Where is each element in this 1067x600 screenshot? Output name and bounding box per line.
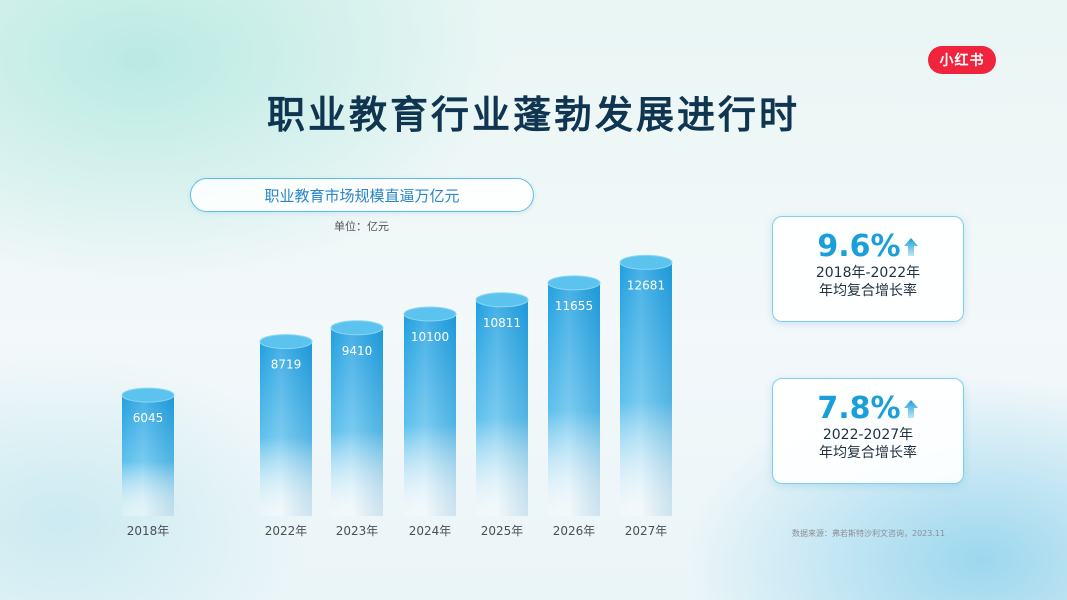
- stat-value: 7.8%: [817, 391, 901, 426]
- up-arrow-icon: [903, 237, 918, 256]
- stat-description: 年均复合增长率: [819, 445, 917, 461]
- data-label: 10811: [483, 316, 521, 330]
- x-tick-label: 2027年: [625, 524, 668, 538]
- x-tick-label: 2026年: [553, 524, 596, 538]
- bar-shading: [260, 341, 312, 516]
- brand-logo: 小红书: [928, 46, 996, 74]
- bar-chart: 6045 2018年 8719 2022年 9410 2023年 10100 2024年 108…: [121, 254, 673, 538]
- bar-cap: [619, 254, 673, 270]
- source-note: 数据来源：弗若斯特沙利文咨询，2023.11: [792, 529, 946, 538]
- bar-shading: [404, 314, 456, 516]
- bar-cap: [259, 334, 313, 350]
- x-tick-label: 2022年: [265, 524, 308, 538]
- stat-period: 2018年-2022年: [815, 265, 921, 281]
- data-label: 10100: [411, 330, 449, 344]
- stat-value: 9.6%: [817, 229, 901, 264]
- data-label: 12681: [627, 278, 665, 292]
- bar-cap: [330, 320, 384, 336]
- page-title: 职业教育行业蓬勃发展进行时: [266, 93, 800, 137]
- up-arrow-icon: [903, 399, 918, 418]
- bar-cap: [121, 387, 175, 403]
- bar-shading: [476, 299, 528, 516]
- chart-subtitle: 职业教育市场规模直逼万亿元: [190, 178, 534, 212]
- x-tick-label: 2024年: [409, 524, 452, 538]
- stat-card-cagr-2018-2022: 9.6% 2018年-2022年 年均复合增长率: [772, 216, 964, 322]
- data-label: 9410: [342, 344, 373, 358]
- data-label: 6045: [133, 411, 164, 425]
- bar-shading: [122, 395, 174, 516]
- unit-label: 单位：亿元: [334, 220, 389, 233]
- bar-shading: [548, 282, 600, 516]
- bar-shading: [331, 327, 383, 516]
- x-tick-label: 2025年: [481, 524, 524, 538]
- bar-shading: [620, 262, 672, 516]
- x-tick-label: 2023年: [336, 524, 379, 538]
- bar-cap: [547, 275, 601, 291]
- stat-description: 年均复合增长率: [819, 283, 917, 299]
- x-tick-label: 2018年: [127, 524, 170, 538]
- stat-period: 2022-2027年: [822, 427, 914, 443]
- bar-cap: [475, 292, 529, 308]
- data-label: 11655: [555, 299, 593, 313]
- stat-card-cagr-2022-2027: 7.8% 2022-2027年 年均复合增长率: [772, 378, 964, 484]
- data-label: 8719: [271, 358, 302, 372]
- bar-cap: [403, 306, 457, 322]
